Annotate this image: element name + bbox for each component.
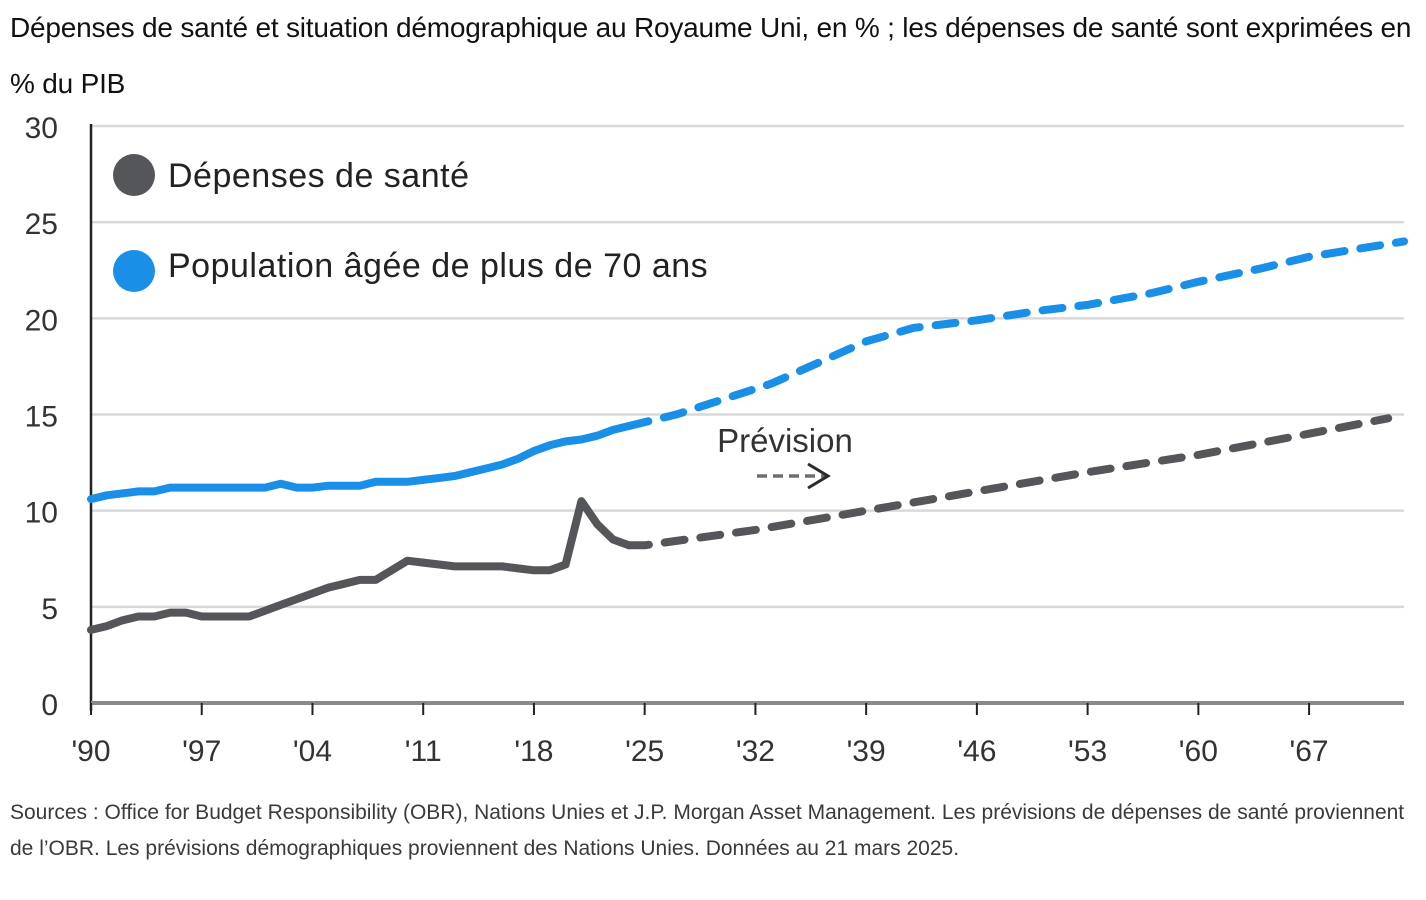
y-tick-label: 25 bbox=[25, 208, 58, 241]
legend-marker-population-70 bbox=[113, 250, 155, 292]
x-tick-label: '04 bbox=[293, 735, 332, 768]
x-axis: '90 '97 '04 '11 '18 '25 '32 '39 '46 '53 '60 '67 bbox=[71, 124, 1404, 768]
source-note: Sources : Office for Budget Responsibili… bbox=[10, 801, 1405, 860]
x-tick-label: '39 bbox=[847, 735, 886, 768]
y-tick-label: 20 bbox=[25, 304, 58, 337]
x-tick-label: '67 bbox=[1290, 735, 1329, 768]
forecast-label: Prévision bbox=[717, 422, 853, 459]
y-tick-label: 5 bbox=[41, 593, 58, 626]
line-population-70-forecast bbox=[624, 237, 1408, 430]
line-chart: 0 5 10 15 20 25 30 '90 '97 '04 '11 '18 '25 '32 '39 '46… bbox=[25, 112, 1408, 768]
x-tick-label: '97 bbox=[182, 735, 221, 768]
y-tick-label: 15 bbox=[25, 401, 58, 434]
y-tick-label: 10 bbox=[25, 497, 58, 530]
x-tick-label: '25 bbox=[625, 735, 664, 768]
y-axis-tick-labels: 0 5 10 15 20 25 30 bbox=[25, 112, 58, 722]
gridlines bbox=[91, 124, 1404, 609]
x-tick-label: '11 bbox=[405, 735, 442, 768]
legend-label-population-70: Population âgée de plus de 70 ans bbox=[168, 247, 708, 285]
line-population-70-historical bbox=[87, 422, 633, 504]
forecast-annotation: Prévision bbox=[717, 422, 853, 490]
x-tick-label: '46 bbox=[957, 735, 996, 768]
y-tick-label: 0 bbox=[41, 689, 58, 722]
chart-title: Dépenses de santé et situation démograph… bbox=[10, 12, 1412, 99]
legend: Dépenses de santé Population âgée de plu… bbox=[113, 154, 708, 292]
x-tick-label: '18 bbox=[514, 735, 553, 768]
legend-marker-health-spending bbox=[113, 154, 155, 196]
x-tick-label: '32 bbox=[736, 735, 775, 768]
line-health-spending-historical bbox=[87, 497, 633, 634]
x-tick-label: '53 bbox=[1068, 735, 1107, 768]
legend-label-health-spending: Dépenses de santé bbox=[168, 157, 469, 195]
x-tick-label: '90 bbox=[71, 735, 110, 768]
series-lines bbox=[87, 237, 1408, 634]
y-tick-label: 30 bbox=[25, 112, 58, 145]
forecast-arrow-head bbox=[807, 462, 831, 490]
line-health-spending-forecast bbox=[624, 414, 1393, 550]
x-tick-label: '60 bbox=[1179, 735, 1218, 768]
